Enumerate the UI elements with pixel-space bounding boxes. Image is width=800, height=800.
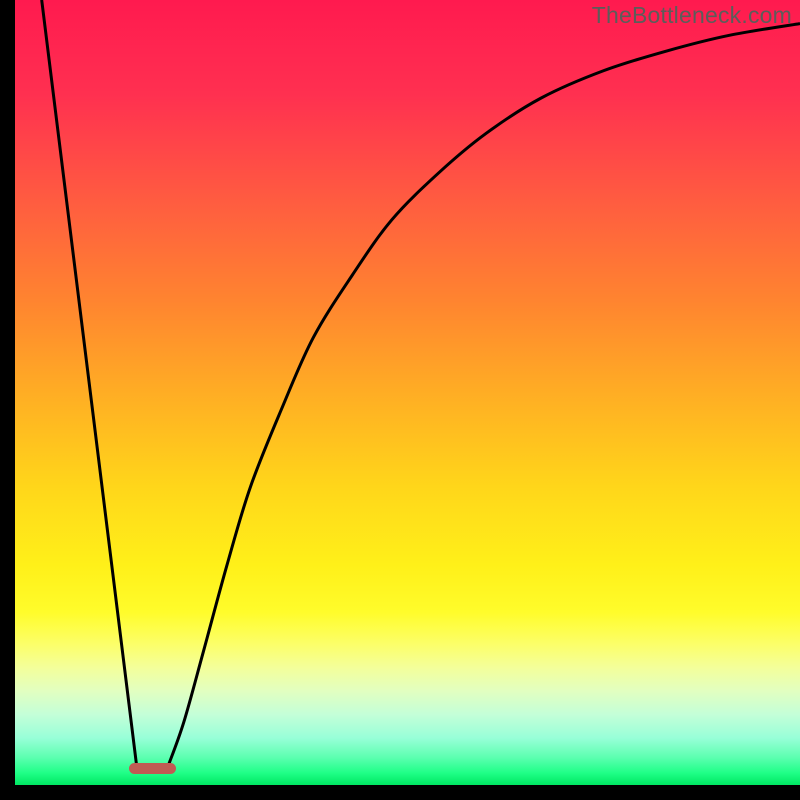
chart-plot-area <box>15 0 800 785</box>
watermark-text: TheBottleneck.com <box>592 2 792 29</box>
gradient-background <box>15 0 800 785</box>
optimal-range-marker <box>129 763 176 774</box>
